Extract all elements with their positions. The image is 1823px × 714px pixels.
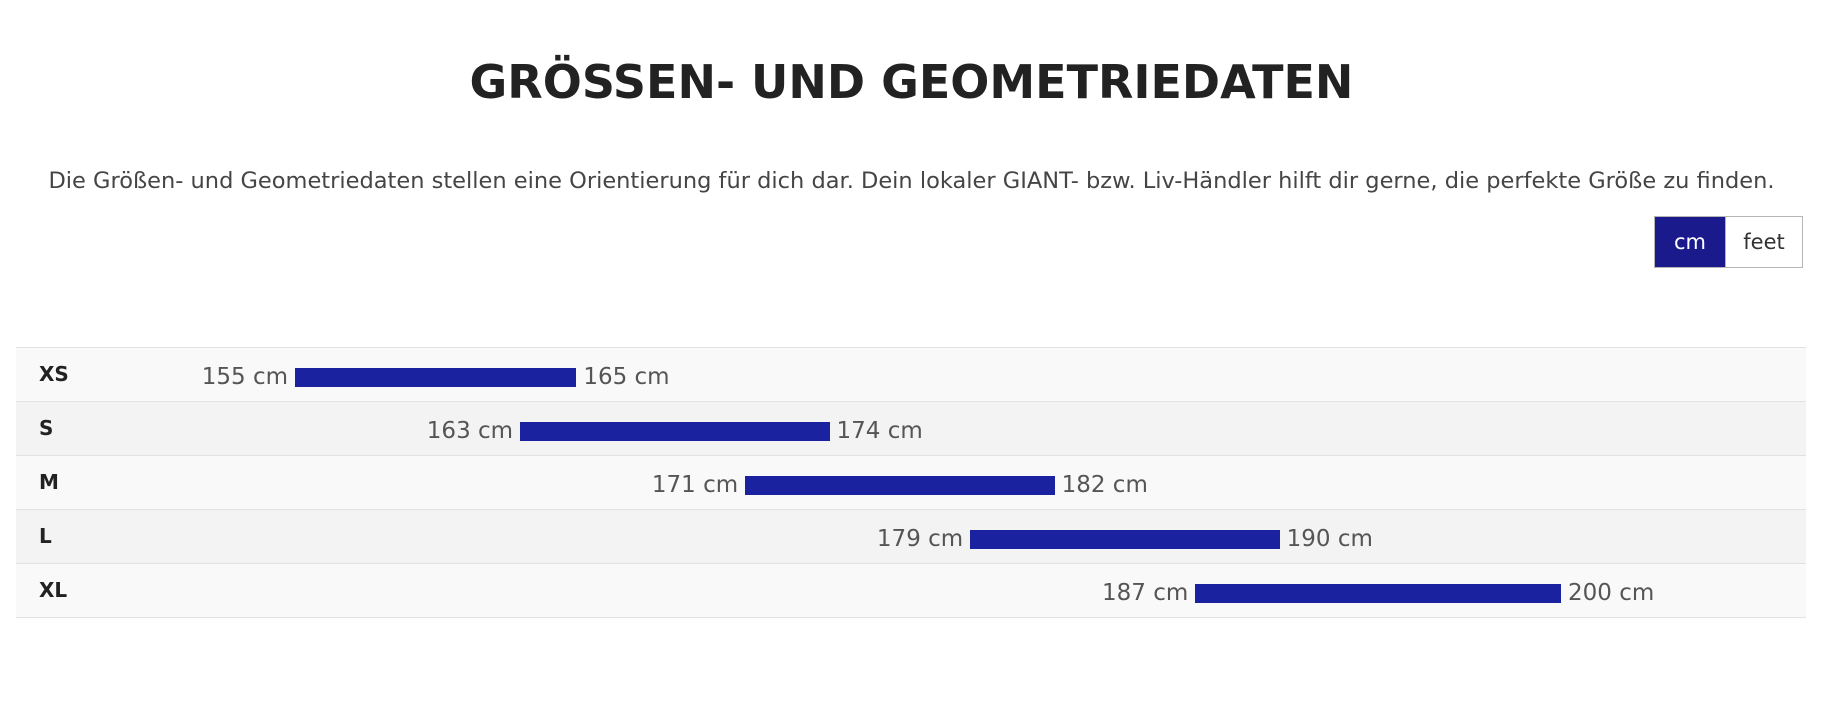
range-min-label: 171 cm bbox=[651, 472, 739, 498]
range-bar bbox=[295, 368, 577, 387]
range-max-label: 182 cm bbox=[1061, 472, 1148, 498]
intro-text: Die Größen- und Geometriedaten stellen e… bbox=[48, 168, 1775, 194]
size-label: XL bbox=[39, 578, 68, 602]
unit-feet-button[interactable]: feet bbox=[1725, 217, 1802, 267]
size-row-xs: XS 155 cm 165 cm bbox=[16, 348, 1806, 402]
range-bar bbox=[745, 476, 1055, 495]
range-bar bbox=[520, 422, 830, 441]
size-label: XS bbox=[39, 362, 69, 386]
size-row-m: M 171 cm 182 cm bbox=[16, 456, 1806, 510]
size-range-table: XS 155 cm 165 cm S 163 cm 174 cm M 171 c… bbox=[16, 347, 1806, 618]
size-row-xl: XL 187 cm 200 cm bbox=[16, 564, 1806, 618]
unit-cm-button[interactable]: cm bbox=[1655, 217, 1725, 267]
size-row-s: S 163 cm 174 cm bbox=[16, 402, 1806, 456]
size-label: L bbox=[39, 524, 52, 548]
size-label: S bbox=[39, 416, 54, 440]
range-max-label: 200 cm bbox=[1568, 580, 1655, 606]
range-max-label: 174 cm bbox=[836, 418, 923, 444]
range-min-label: 155 cm bbox=[201, 364, 288, 390]
range-bar bbox=[970, 530, 1280, 549]
range-max-label: 165 cm bbox=[583, 364, 670, 390]
range-bar bbox=[1195, 584, 1561, 603]
range-min-label: 187 cm bbox=[1102, 580, 1189, 606]
size-row-l: L 179 cm 190 cm bbox=[16, 510, 1806, 564]
range-min-label: 179 cm bbox=[876, 526, 964, 552]
size-label: M bbox=[39, 470, 59, 494]
range-min-label: 163 cm bbox=[426, 418, 514, 444]
range-max-label: 190 cm bbox=[1286, 526, 1373, 552]
page-title: GRÖSSEN- UND GEOMETRIEDATEN bbox=[469, 55, 1354, 109]
unit-toggle: cm feet bbox=[1654, 216, 1803, 268]
